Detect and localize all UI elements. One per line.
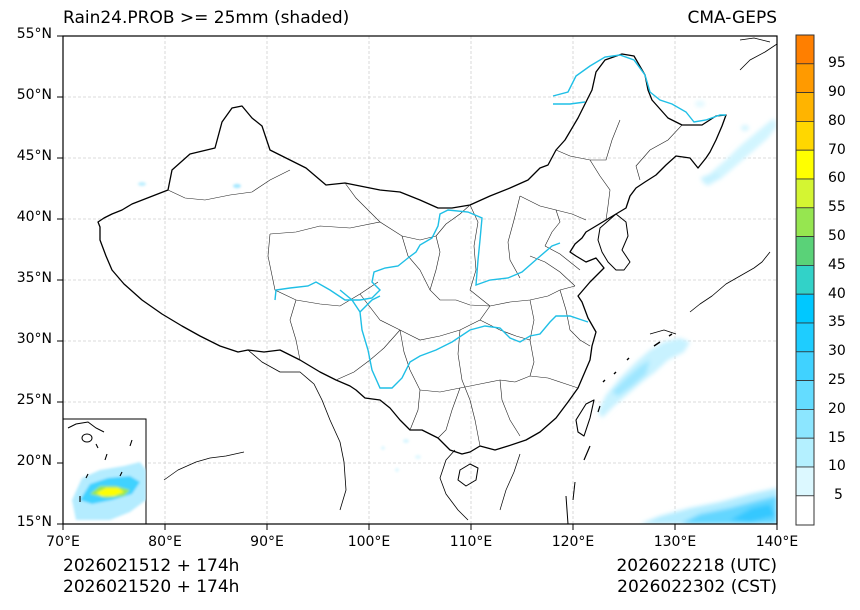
y-tick-25n: 25°N bbox=[16, 392, 52, 408]
colorbar-label-90: 90 bbox=[828, 84, 846, 100]
x-tick-140e: 140°E bbox=[755, 534, 799, 550]
colorbar-label-35: 35 bbox=[828, 314, 846, 330]
colorbar-label-50: 50 bbox=[828, 228, 846, 244]
colorbar-label-25: 25 bbox=[828, 372, 846, 388]
colorbar bbox=[795, 34, 815, 526]
province-boundaries bbox=[167, 119, 683, 447]
model-name: CMA-GEPS bbox=[687, 8, 777, 28]
y-tick-35n: 35°N bbox=[16, 270, 52, 286]
init-time-utc: 2026021512 + 174h bbox=[63, 556, 240, 576]
colorbar-label-15: 15 bbox=[828, 430, 846, 446]
colorbar-label-20: 20 bbox=[828, 401, 846, 417]
country-boundary bbox=[97, 37, 777, 524]
x-tick-110e: 110°E bbox=[449, 534, 493, 550]
y-tick-20n: 20°N bbox=[16, 453, 52, 469]
colorbar-label-5: 5 bbox=[834, 487, 843, 503]
colorbar-label-80: 80 bbox=[828, 113, 846, 129]
south-china-sea-inset bbox=[62, 418, 147, 525]
x-tick-80e: 80°E bbox=[148, 534, 182, 550]
rivers bbox=[274, 54, 726, 389]
y-tick-50n: 50°N bbox=[16, 87, 52, 103]
x-tick-130e: 130°E bbox=[653, 534, 697, 550]
x-tick-90e: 90°E bbox=[250, 534, 284, 550]
colorbar-label-95: 95 bbox=[828, 55, 846, 71]
valid-time-utc: 2026022218 (UTC) bbox=[616, 556, 777, 576]
x-tick-100e: 100°E bbox=[347, 534, 391, 550]
valid-time-cst: 2026022302 (CST) bbox=[617, 577, 777, 597]
y-tick-30n: 30°N bbox=[16, 331, 52, 347]
chart-title: Rain24.PROB >= 25mm (shaded) bbox=[63, 8, 350, 28]
y-tick-15n: 15°N bbox=[16, 514, 52, 530]
y-tick-55n: 55°N bbox=[16, 26, 52, 42]
x-tick-70e: 70°E bbox=[46, 534, 80, 550]
colorbar-label-60: 60 bbox=[828, 170, 846, 186]
colorbar-label-10: 10 bbox=[828, 458, 846, 474]
probability-shading bbox=[138, 101, 777, 524]
y-tick-45n: 45°N bbox=[16, 148, 52, 164]
colorbar-label-70: 70 bbox=[828, 142, 846, 158]
y-tick-40n: 40°N bbox=[16, 209, 52, 225]
gridlines bbox=[63, 36, 777, 524]
colorbar-label-55: 55 bbox=[828, 199, 846, 215]
colorbar-label-40: 40 bbox=[828, 286, 846, 302]
axis-ticks bbox=[57, 35, 778, 530]
colorbar-label-30: 30 bbox=[828, 343, 846, 359]
x-tick-120e: 120°E bbox=[551, 534, 595, 550]
colorbar-label-45: 45 bbox=[828, 257, 846, 273]
init-time-cst: 2026021520 + 174h bbox=[63, 577, 240, 597]
